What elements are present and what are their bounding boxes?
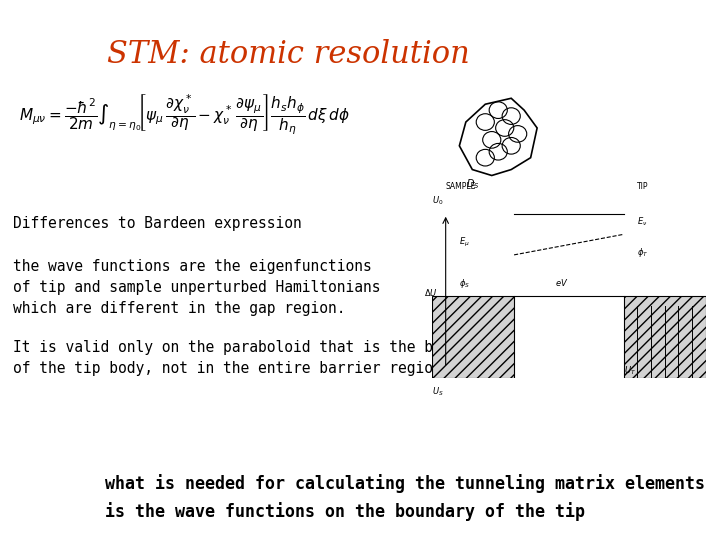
Text: $E_\nu$: $E_\nu$ [637,215,647,227]
Text: It is valid only on the paraboloid that is the boundary
of the tip body, not in : It is valid only on the paraboloid that … [13,340,494,376]
Text: $\phi_T$: $\phi_T$ [637,246,649,259]
Text: $M_{\mu\nu} = \dfrac{-\hbar^{2}}{2m}\int_{\eta=\eta_0}\!\left[\psi_\mu\,\dfrac{\: $M_{\mu\nu} = \dfrac{-\hbar^{2}}{2m}\int… [19,93,349,137]
Text: $U_T$: $U_T$ [624,365,636,377]
Text: $eV$: $eV$ [555,276,569,288]
Polygon shape [624,296,706,378]
Text: $E_\mu$: $E_\mu$ [459,236,470,249]
Polygon shape [432,296,514,378]
Text: the wave functions are the eigenfunctions
of tip and sample unperturbed Hamilton: the wave functions are the eigenfunction… [13,259,380,316]
Text: $U_S$: $U_S$ [432,386,444,398]
Text: what is needed for calculating the tunneling matrix elements
is the wave functio: what is needed for calculating the tunne… [105,474,705,521]
Text: SAMPLE: SAMPLE [446,182,476,191]
Text: Differences to Bardeen expression: Differences to Bardeen expression [13,217,302,231]
Text: $D_S$: $D_S$ [466,177,480,191]
Text: $U_0$: $U_0$ [432,194,444,207]
Text: $\Delta U$: $\Delta U$ [424,287,438,298]
Text: TIP: TIP [637,182,649,191]
Text: $\phi_S$: $\phi_S$ [459,276,470,289]
Text: STM: atomic resolution: STM: atomic resolution [107,39,470,70]
